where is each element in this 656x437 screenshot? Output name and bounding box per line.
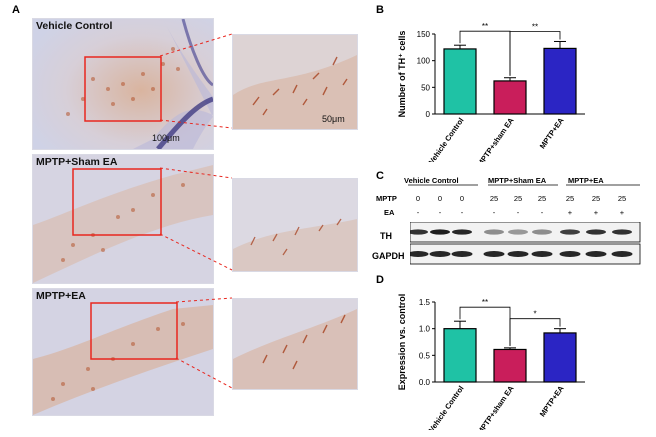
significance-label: * <box>533 310 536 319</box>
blot-row-label-mptp: MPTP <box>376 194 397 203</box>
gapdh-band-7 <box>559 251 581 257</box>
blot-row-label-ea: EA <box>384 208 395 217</box>
row-label-sham: MPTP+Sham EA <box>36 156 118 168</box>
bar-3 <box>543 332 577 383</box>
mptp-lane-4: 25 <box>489 194 499 203</box>
th-band-4 <box>484 229 504 235</box>
mptp-lane-9: 25 <box>617 194 627 203</box>
micrograph-ea-overview <box>32 288 214 416</box>
mptp-lane-1: 0 <box>415 194 421 203</box>
mptp-lane-3: 0 <box>459 194 465 203</box>
bar-3 <box>543 47 577 115</box>
y-tick-label: 0 <box>426 110 431 119</box>
th-band-9 <box>612 229 632 235</box>
y-axis-label: Expression vs. control <box>397 294 407 391</box>
th-band-2 <box>430 229 450 235</box>
panel-c-letter: C <box>376 170 384 182</box>
x-tick-label: MPTP+EA <box>538 384 566 419</box>
mptp-lane-2: 0 <box>437 194 443 203</box>
th-band-8 <box>586 229 606 235</box>
blot-group-vehicle: Vehicle Control <box>404 176 459 185</box>
ea-lane-6: - <box>540 208 544 217</box>
ea-lane-3: - <box>460 208 464 217</box>
panel-b-letter: B <box>376 4 384 16</box>
panel-d-letter: D <box>376 274 384 286</box>
bar-1 <box>443 48 477 115</box>
western-blot-image <box>410 222 641 265</box>
ea-lane-9: + <box>619 208 625 217</box>
band-label-gapdh: GAPDH <box>372 251 405 261</box>
th-band-1 <box>410 229 428 235</box>
y-tick-label: 50 <box>421 83 430 92</box>
gapdh-band-5 <box>507 251 529 257</box>
ea-lane-2: - <box>438 208 442 217</box>
x-tick-label: Vehicle Control <box>427 116 466 162</box>
bar-1 <box>443 328 477 383</box>
significance-label: ** <box>532 22 538 31</box>
mptp-lane-7: 25 <box>565 194 575 203</box>
gapdh-band-4 <box>483 251 505 257</box>
ea-lane-5: - <box>516 208 520 217</box>
y-tick-label: 0.5 <box>419 351 431 360</box>
gapdh-band-3 <box>451 251 473 257</box>
th-band-7 <box>560 229 580 235</box>
row-label-ea: MPTP+EA <box>36 290 86 302</box>
th-band-3 <box>452 229 472 235</box>
row-label-vehicle: Vehicle Control <box>36 20 113 32</box>
ea-lane-1: - <box>416 208 420 217</box>
micrograph-sham-overview <box>32 154 214 284</box>
gapdh-band-6 <box>531 251 553 257</box>
ea-lane-8: + <box>593 208 599 217</box>
mptp-lane-6: 25 <box>537 194 547 203</box>
significance-bracket <box>509 31 561 76</box>
x-tick-label: Vehicle Control <box>427 384 466 430</box>
scale-label-50um: 50μm <box>322 114 345 124</box>
gapdh-band-8 <box>585 251 607 257</box>
y-tick-label: 0.0 <box>419 378 431 387</box>
y-axis-label: Number of TH⁺ cells <box>397 31 407 118</box>
micrograph-vehicle-zoom <box>232 34 358 130</box>
blot-group-sham: MPTP+Sham EA <box>488 176 547 185</box>
significance-label: ** <box>482 298 488 307</box>
x-tick-label: MPTP+sham EA <box>475 116 516 162</box>
gapdh-band-2 <box>429 251 451 257</box>
micrograph-ea-zoom <box>232 298 358 390</box>
ea-lane-4: - <box>492 208 496 217</box>
significance-label: ** <box>482 22 488 31</box>
bar-2 <box>493 348 527 383</box>
significance-bracket <box>509 318 561 346</box>
ea-lane-7: + <box>567 208 573 217</box>
y-tick-label: 100 <box>417 57 431 66</box>
y-tick-label: 1.5 <box>419 298 431 307</box>
th-band-6 <box>532 229 552 235</box>
bar-2 <box>493 80 527 115</box>
mptp-lane-5: 25 <box>513 194 523 203</box>
micrograph-sham-zoom <box>232 178 358 272</box>
x-tick-label: MPTP+EA <box>538 116 566 151</box>
chart-b: 0 50 100 150 Number of TH⁺ cells Vehicle Cont… <box>397 22 585 162</box>
zoom-connector-lines <box>159 33 233 389</box>
micrograph-vehicle-overview <box>32 18 214 150</box>
chart-d: 0.0 0.5 1.0 1.5 Expression vs. control Vehicl… <box>397 294 585 430</box>
panel-a-letter: A <box>12 4 20 16</box>
th-blot-strip <box>410 222 641 243</box>
mptp-lane-8: 25 <box>591 194 601 203</box>
blot-group-ea: MPTP+EA <box>568 176 604 185</box>
gapdh-band-1 <box>410 251 429 257</box>
y-tick-label: 150 <box>417 30 431 39</box>
y-tick-label: 1.0 <box>419 325 431 334</box>
gapdh-band-9 <box>611 251 633 257</box>
x-tick-label: MPTP+sham EA <box>475 384 516 430</box>
th-band-5 <box>508 229 528 235</box>
band-label-th: TH <box>380 231 392 241</box>
scale-label-100um: 100μm <box>152 133 180 143</box>
blot-group-underlines <box>408 184 640 186</box>
